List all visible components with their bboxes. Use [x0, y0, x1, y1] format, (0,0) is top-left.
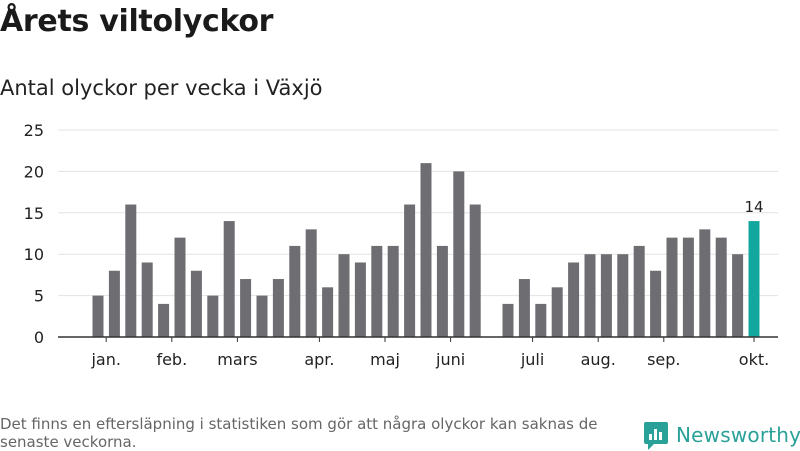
bar	[223, 221, 235, 337]
bar	[141, 262, 153, 337]
bar	[436, 245, 448, 337]
x-tick-label: maj	[370, 350, 400, 369]
bar	[469, 204, 481, 337]
y-tick-label: 20	[24, 162, 44, 181]
bar	[158, 303, 170, 337]
x-tick-label: juni	[435, 350, 465, 369]
bar	[568, 262, 580, 337]
bar	[190, 270, 202, 337]
x-tick-label: mars	[217, 350, 257, 369]
bar	[404, 204, 416, 337]
brand-name: Newsworthy	[676, 423, 800, 447]
bar	[551, 287, 563, 337]
bar	[666, 237, 678, 337]
bar	[256, 295, 268, 337]
y-tick-label: 25	[24, 121, 44, 140]
bar	[518, 279, 530, 337]
bar-chart: 0 5 10 15 20 25 jan. feb. mars apr. maj juni juli aug…	[24, 121, 778, 369]
y-tick-label: 5	[34, 287, 44, 306]
bar	[633, 245, 645, 337]
x-tick-label: okt.	[739, 350, 769, 369]
bar	[108, 270, 120, 337]
bar	[207, 295, 219, 337]
bar	[502, 303, 514, 337]
chart-title: Årets viltolyckor	[0, 4, 274, 39]
x-tick-label: apr.	[304, 350, 334, 369]
bar	[371, 245, 383, 337]
bar	[354, 262, 366, 337]
bar	[453, 171, 465, 337]
bar	[535, 303, 547, 337]
bar	[420, 163, 432, 337]
bar	[174, 237, 186, 337]
bar	[387, 245, 399, 337]
bar	[732, 254, 744, 337]
bar	[338, 254, 350, 337]
x-tick-label: feb.	[156, 350, 187, 369]
bar	[617, 254, 629, 337]
data-label: 14	[744, 198, 763, 216]
bar	[600, 254, 612, 337]
x-tick-label: jan.	[90, 350, 120, 369]
bar	[650, 270, 662, 337]
footnote: Det finns en eftersläpning i statistiken…	[0, 415, 598, 451]
x-tick-label: juli	[520, 350, 544, 369]
y-tick-label: 0	[34, 328, 44, 347]
bar	[92, 295, 104, 337]
bar	[240, 279, 252, 337]
chart-subtitle: Antal olyckor per vecka i Växjö	[0, 76, 323, 100]
x-tick-label: aug.	[581, 350, 616, 369]
bar-chart-speech-bubble-icon	[644, 422, 668, 450]
bar	[125, 204, 137, 337]
bar	[322, 287, 334, 337]
x-tick-label: sep.	[647, 350, 680, 369]
bar	[715, 237, 727, 337]
bar	[289, 245, 301, 337]
bar	[682, 237, 694, 337]
brand-logo[interactable]: Newsworthy	[644, 419, 800, 451]
bar-highlighted	[748, 221, 760, 337]
bar	[584, 254, 596, 337]
y-tick-label: 15	[24, 204, 44, 223]
bar	[272, 279, 284, 337]
y-tick-label: 10	[24, 245, 44, 264]
bar	[305, 229, 317, 337]
bar	[699, 229, 711, 337]
